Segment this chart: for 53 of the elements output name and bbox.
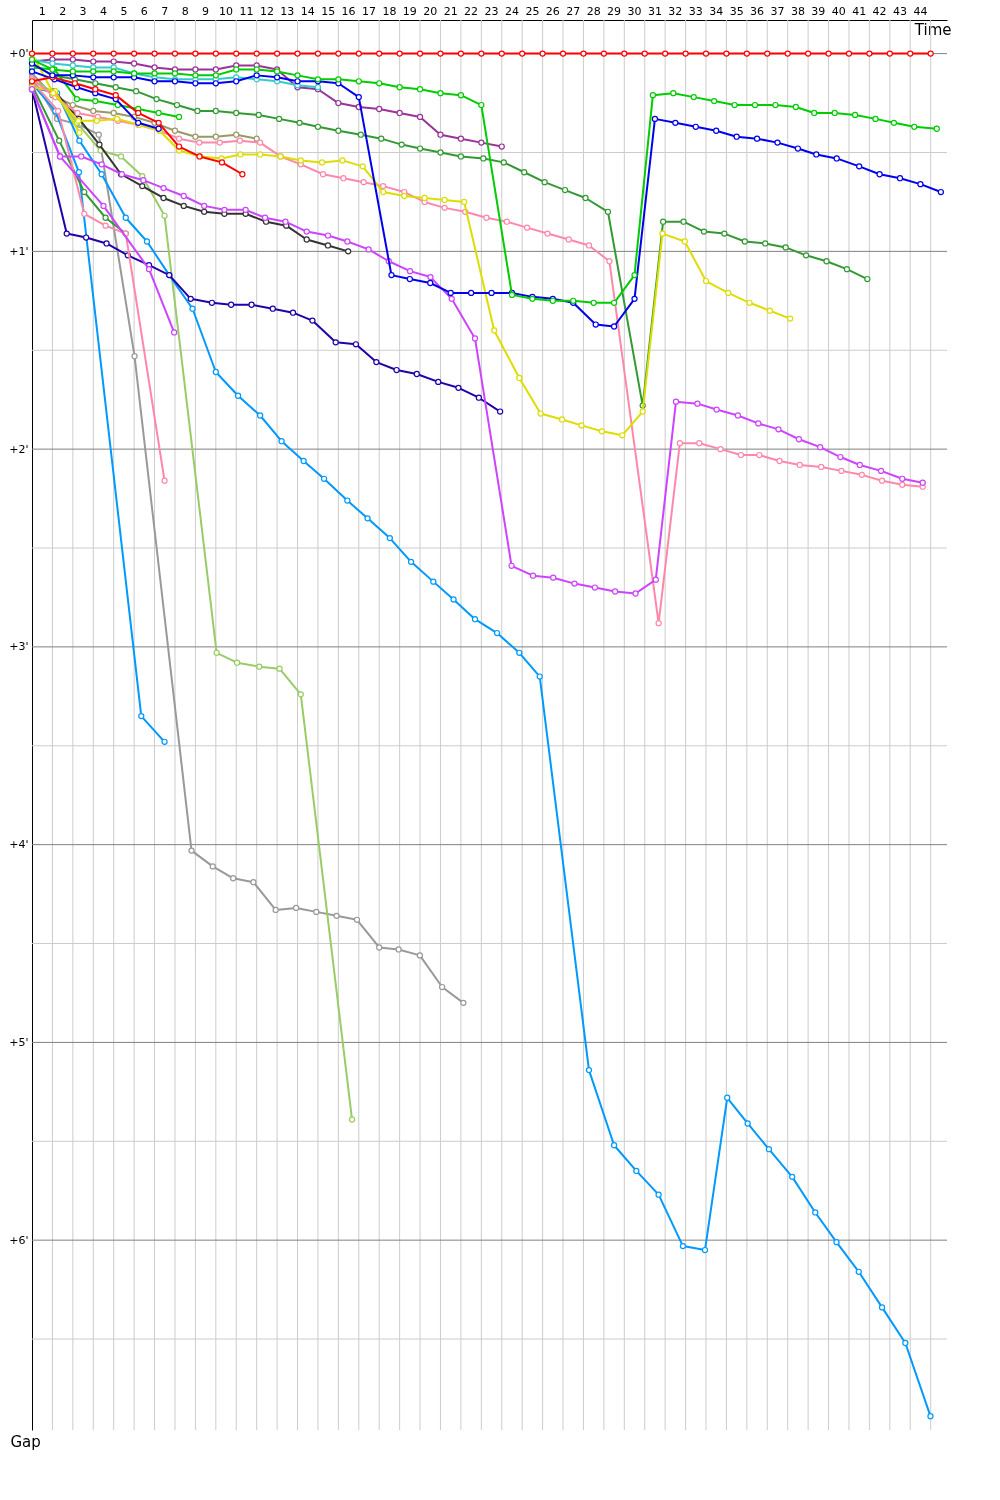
x-tick-label: 22 — [464, 5, 479, 18]
y-tick-label: +6' — [9, 1233, 29, 1247]
x-tick-label: 9 — [202, 5, 210, 18]
x-tick-label: 11 — [239, 5, 254, 18]
y-tick-label: +3' — [9, 640, 29, 654]
y-tick-label: +4' — [9, 838, 29, 852]
x-tick-label: 28 — [586, 5, 601, 18]
x-tick-label: 4 — [99, 5, 107, 18]
x-tick-label: 40 — [831, 5, 846, 18]
x-tick-label: 30 — [627, 5, 642, 18]
x-tick-label: 2 — [59, 5, 67, 18]
x-tick-label: 43 — [893, 5, 908, 18]
x-tick-label: 8 — [181, 5, 189, 18]
x-tick-label: 14 — [300, 5, 315, 18]
x-tick-label: 31 — [647, 5, 662, 18]
x-tick-label: 21 — [443, 5, 458, 18]
x-tick-label: 1 — [38, 5, 46, 18]
x-tick-label: 23 — [484, 5, 499, 18]
x-tick-label: 3 — [79, 5, 87, 18]
x-tick-label: 29 — [607, 5, 622, 18]
x-tick-label: 15 — [321, 5, 336, 18]
x-tick-label: 20 — [423, 5, 438, 18]
x-tick-label: 12 — [259, 5, 274, 18]
x-tick-label: 38 — [790, 5, 805, 18]
x-tick-label: 19 — [402, 5, 417, 18]
x-tick-label: 18 — [382, 5, 397, 18]
x-tick-label: 42 — [872, 5, 887, 18]
x-tick-label: 39 — [811, 5, 826, 18]
y-tick-label: +5' — [9, 1035, 29, 1049]
x-tick-label: 44 — [913, 5, 928, 18]
x-tick-label: 35 — [729, 5, 744, 18]
x-tick-label: 34 — [709, 5, 724, 18]
x-tick-label: 36 — [750, 5, 765, 18]
x-tick-label: 25 — [525, 5, 540, 18]
x-tick-label: 5 — [120, 5, 128, 18]
y-tick-label: +0' — [9, 47, 29, 61]
y-tick-label: +1' — [9, 244, 29, 258]
x-tick-label: 27 — [566, 5, 581, 18]
x-tick-label: 26 — [545, 5, 560, 18]
x-tick-label: 32 — [668, 5, 683, 18]
x-tick-label: 7 — [161, 5, 169, 18]
y-axis-title: Gap — [10, 1432, 41, 1451]
x-tick-label: 17 — [362, 5, 376, 18]
x-tick-label: 24 — [504, 5, 519, 18]
x-tick-label: 10 — [219, 5, 234, 18]
x-tick-label: 33 — [688, 5, 703, 18]
x-tick-label: 41 — [852, 5, 867, 18]
x-tick-label: 13 — [280, 5, 295, 18]
x-axis-title: Time — [913, 20, 952, 39]
x-tick-label: 6 — [140, 5, 148, 18]
x-tick-label: 37 — [770, 5, 785, 18]
y-tick-label: +2' — [9, 442, 29, 456]
x-tick-label: 16 — [341, 5, 356, 18]
